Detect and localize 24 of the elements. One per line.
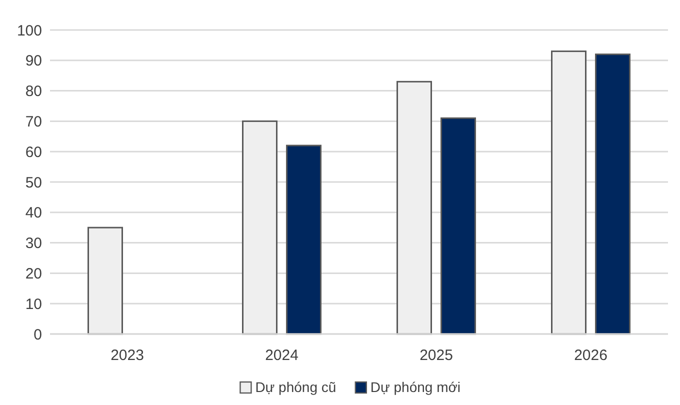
legend-label: Dự phóng cũ <box>255 379 336 395</box>
y-tick-label: 20 <box>25 265 42 282</box>
x-tick-label: 2025 <box>420 347 453 364</box>
y-tick-label: 100 <box>16 22 42 40</box>
y-tick-label: 70 <box>25 113 42 130</box>
x-tick-label: 2024 <box>265 347 298 364</box>
y-tick-label: 50 <box>25 174 42 192</box>
y-tick-label: 60 <box>25 144 42 161</box>
y-tick-label: 10 <box>25 296 42 313</box>
y-tick-label: 0 <box>34 326 42 344</box>
x-tick-label: 2023 <box>110 347 144 364</box>
legend-label: Dự phóng mới <box>370 379 461 395</box>
y-tick-label: 80 <box>25 83 42 100</box>
bar <box>551 50 586 335</box>
bar <box>286 144 322 335</box>
y-tick-label: 90 <box>25 52 42 70</box>
bar <box>242 120 278 335</box>
y-tick-label: 30 <box>25 235 42 252</box>
bar <box>396 80 432 335</box>
bar <box>595 54 630 335</box>
y-tick-label: 40 <box>25 204 42 222</box>
bar <box>88 226 123 335</box>
x-tick-label: 2026 <box>574 347 608 364</box>
bar <box>440 117 476 335</box>
